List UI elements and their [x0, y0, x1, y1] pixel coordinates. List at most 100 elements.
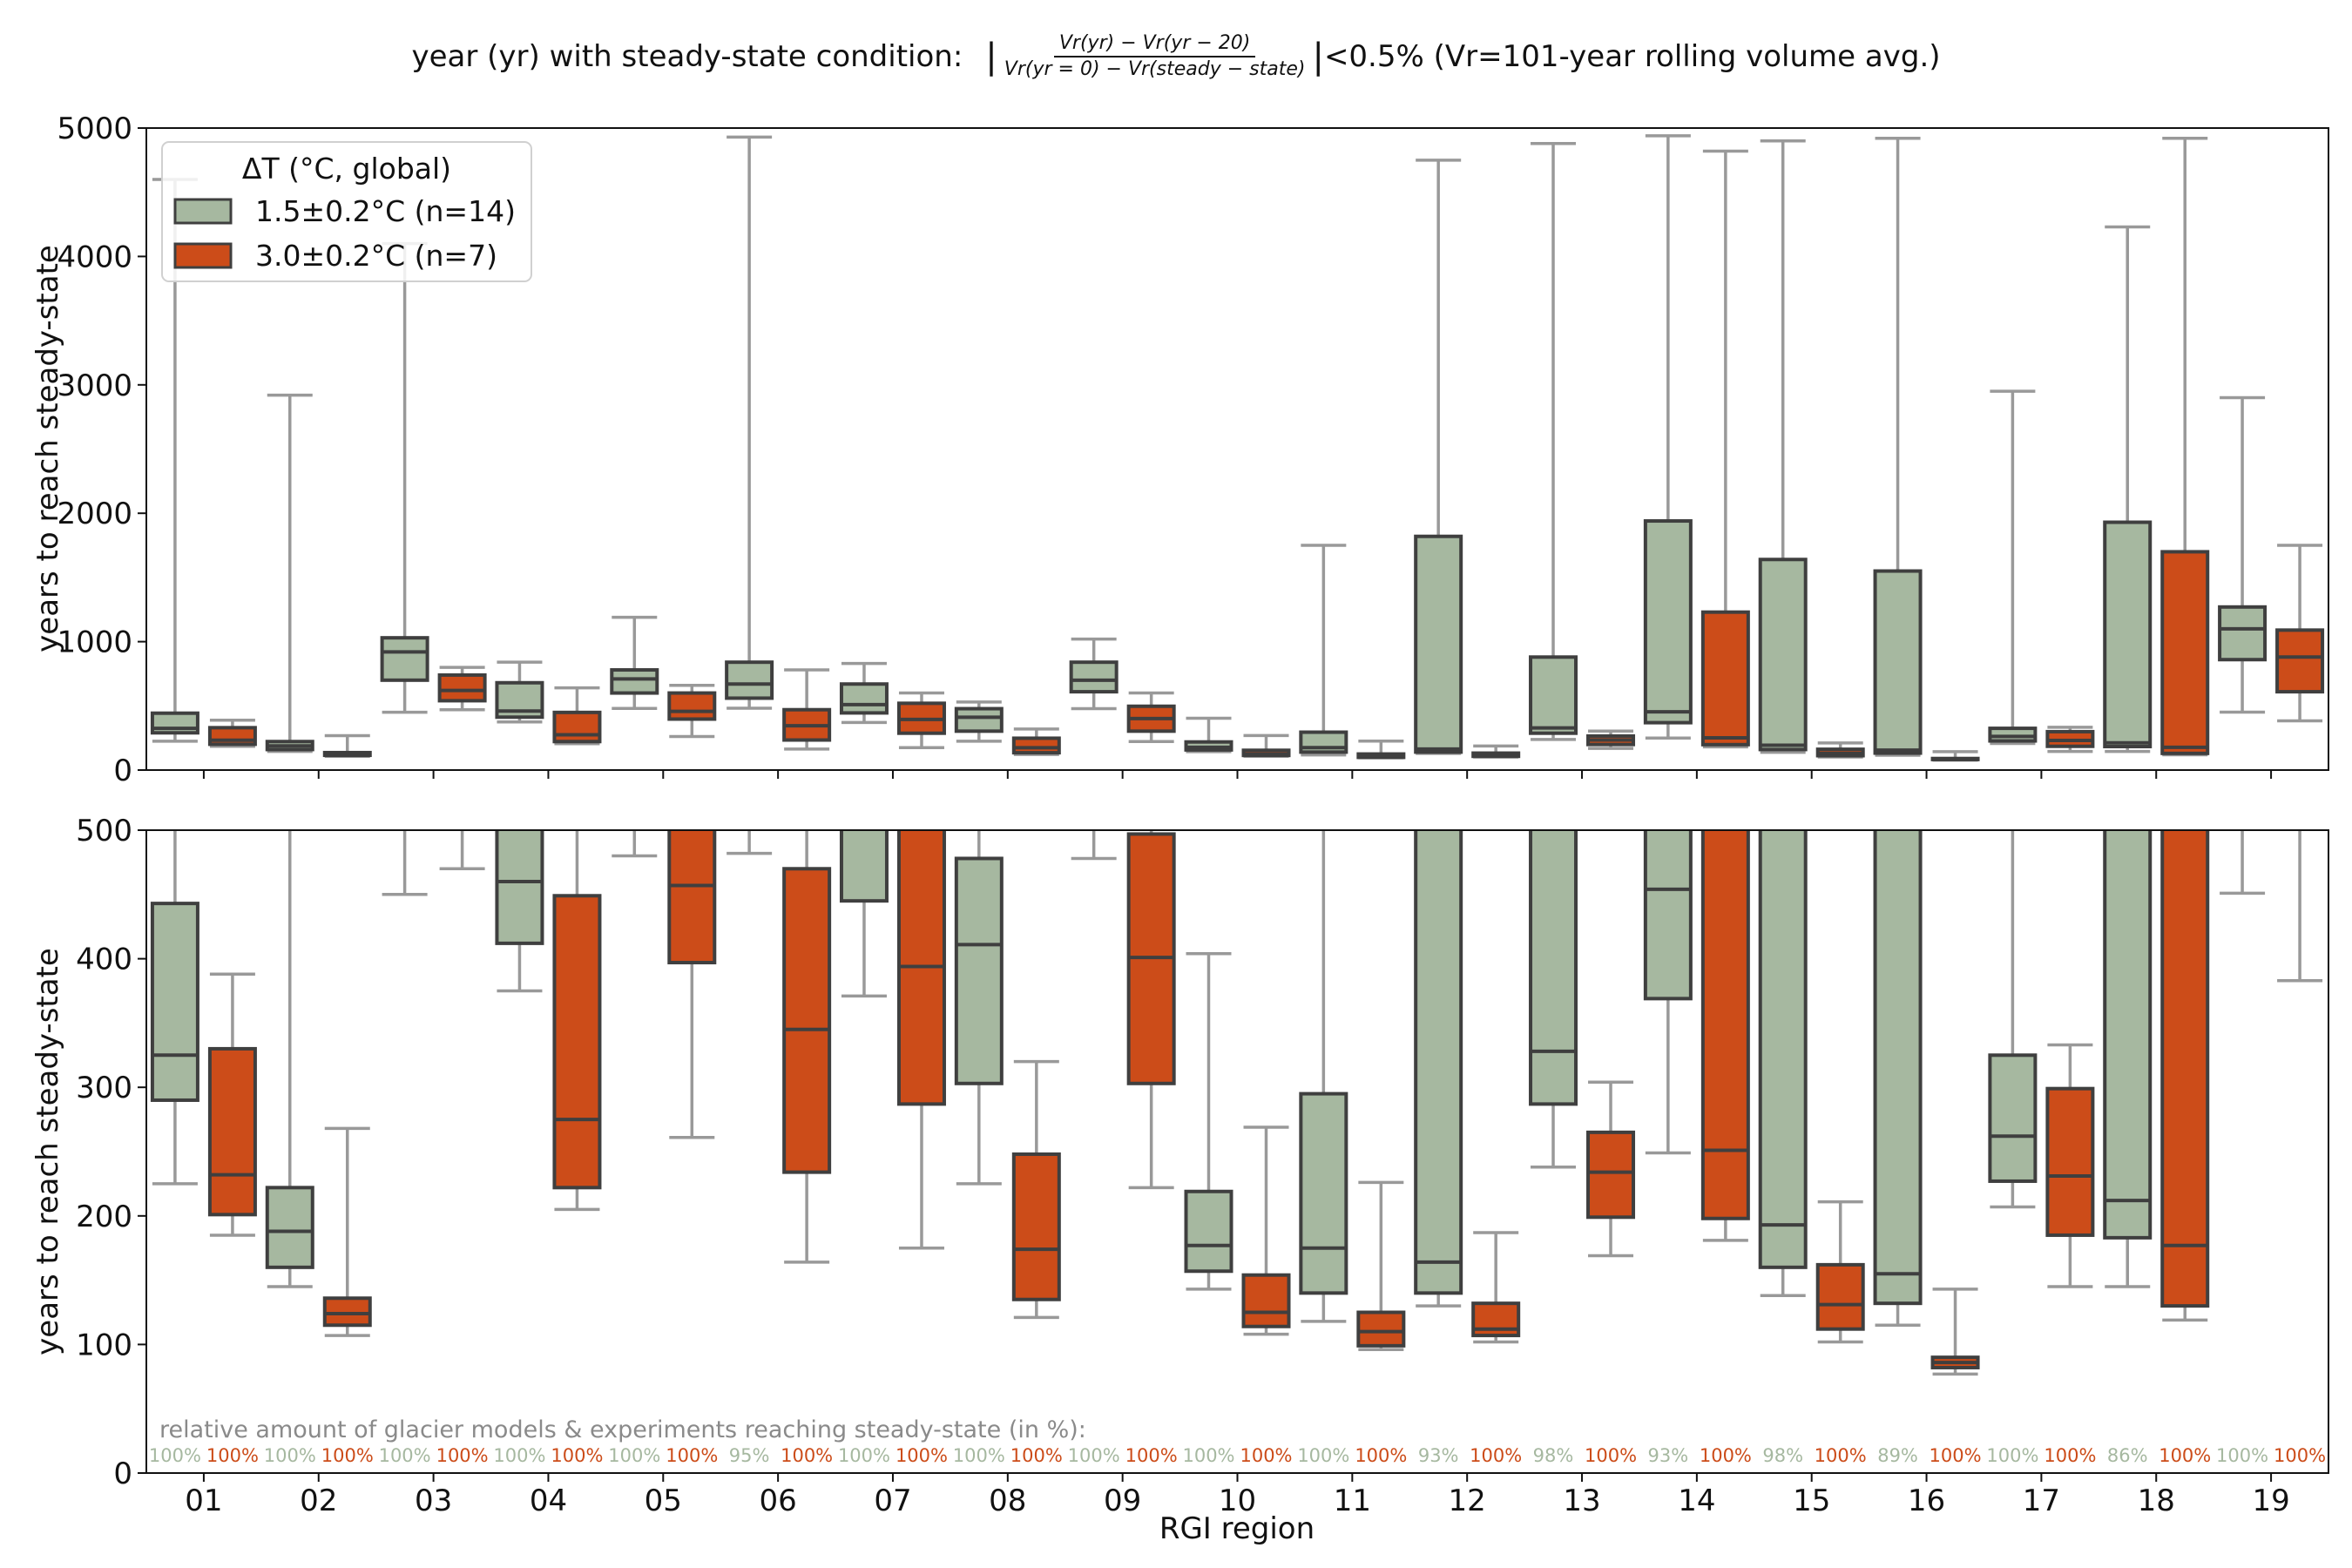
xtick-label-03: 03 [415, 1484, 452, 1518]
pct-label-warm15-19: 100% [2216, 1445, 2268, 1466]
pct-label-warm30-03: 100% [436, 1445, 489, 1466]
pct-label-warm15-16: 89% [1877, 1445, 1918, 1466]
xtick-label-09: 09 [1104, 1484, 1141, 1518]
pct-label-warm30-15: 100% [1815, 1445, 1867, 1466]
y-axis-label-top: years to reach steady-state [30, 245, 65, 652]
pct-label-warm15-01: 100% [149, 1445, 201, 1466]
pct-label-warm15-06: 95% [729, 1445, 770, 1466]
xtick-label-11: 11 [1334, 1484, 1371, 1518]
bottom-warm15-10-box [1184, 1189, 1233, 1274]
legend-title: ΔT (°C, global) [242, 152, 451, 186]
pct-label-warm30-08: 100% [1010, 1445, 1063, 1466]
pct-label-warm30-16: 100% [1930, 1445, 1982, 1466]
bottom-warm30-17-box [2045, 1086, 2095, 1237]
bottom-warm15-19-box [2220, 0, 2265, 368]
panel-bottom-ytick-label-200: 200 [76, 1200, 132, 1234]
xtick-label-16: 16 [1908, 1484, 1945, 1518]
y-axis-label-bottom: years to reach steady-state [30, 948, 65, 1355]
panel-top-ytick-label-1000: 1000 [57, 625, 132, 660]
bottom-warm30-14-box [1700, 830, 1750, 1220]
bottom-warm30-18-box [2160, 830, 2210, 1308]
bottom-warm30-10-box [1241, 1273, 1291, 1328]
top-warm30-04-box [552, 710, 602, 744]
bottom-warm30-02-box [322, 1296, 372, 1328]
bottom-warm15-15-box [1758, 830, 1808, 1269]
title-numerator: Vr(yr) − Vr(yr − 20) [1053, 31, 1256, 57]
bottom-warm30-13-box [1586, 1130, 1636, 1220]
top-warm15-09-box [1069, 660, 1119, 694]
pct-label-warm15-02: 100% [264, 1445, 316, 1466]
top-warm15-03-box [380, 636, 429, 682]
panel-top-ytick-label-2000: 2000 [57, 497, 132, 531]
panel-bottom-ytick-label-300: 300 [76, 1071, 132, 1105]
bottom-warm15-16-box [1873, 830, 1923, 1306]
top-warm30-19-box [2275, 628, 2325, 694]
top-warm15-15-box [1758, 558, 1808, 752]
panel-bottom-ytick-label-400: 400 [76, 943, 132, 977]
top-warm15-16-box [1873, 569, 1923, 755]
pct-label-warm30-14: 100% [1700, 1445, 1752, 1466]
bottom-warm30-11-box [1356, 1310, 1406, 1348]
pct-label-warm15-14: 93% [1648, 1445, 1689, 1466]
title-suffix: <0.5% (Vr=101-year rolling volume avg.) [1323, 39, 1941, 74]
title-prefix: year (yr) with steady-state condition: [411, 39, 963, 74]
legend-swatch-2 [173, 242, 233, 269]
pct-label-warm15-18: 86% [2107, 1445, 2148, 1466]
panel-top-ytick-label-3000: 3000 [57, 368, 132, 403]
pct-label-warm15-12: 93% [1418, 1445, 1459, 1466]
top-warm30-14-box [1700, 610, 1750, 747]
bottom-warm15-04-box [495, 830, 544, 945]
title-denominator: Vr(yr = 0) − Vr(steady − state) [1004, 58, 1306, 80]
pct-label-warm30-09: 100% [1125, 1445, 1178, 1466]
bottom-warm30-06-box [782, 867, 832, 1174]
bottom-warm30-04-box [552, 894, 602, 1190]
panel-top-ytick-label-0: 0 [113, 754, 132, 788]
pct-label-warm30-05: 100% [666, 1445, 718, 1466]
legend-label-1: 1.5±0.2°C (n=14) [255, 194, 516, 228]
bottom-warm15-12-box [1414, 830, 1463, 1295]
legend-swatch-1 [173, 198, 233, 225]
bottom-warm30-05-box [667, 830, 717, 965]
bottom-warm15-17-box [1988, 1053, 2038, 1183]
xtick-label-19: 19 [2252, 1484, 2289, 1518]
pct-label-warm30-07: 100% [896, 1445, 948, 1466]
pct-label-warm15-17: 100% [1986, 1445, 2038, 1466]
xtick-label-13: 13 [1563, 1484, 1600, 1518]
pct-label-warm15-13: 98% [1533, 1445, 1574, 1466]
pct-label-warm30-19: 100% [2274, 1445, 2326, 1466]
bottom-warm30-15-box [1815, 1262, 1865, 1331]
top-warm15-05-box [610, 668, 659, 695]
xtick-label-14: 14 [1678, 1484, 1715, 1518]
xtick-label-06: 06 [759, 1484, 796, 1518]
bottom-warm15-11-box [1299, 1092, 1348, 1295]
bottom-warm30-08-box [1011, 1152, 1061, 1301]
annotation-text: relative amount of glacier models & expe… [159, 1416, 1086, 1443]
bottom-warm30-07-box [896, 830, 946, 1106]
pct-label-warm15-03: 100% [379, 1445, 431, 1466]
top-warm15-18-box [2103, 520, 2153, 749]
top-warm30-03-box [437, 672, 487, 703]
legend-label-2: 3.0±0.2°C (n=7) [255, 239, 497, 273]
pct-label-warm15-11: 100% [1297, 1445, 1349, 1466]
x-axis-label: RGI region [1159, 1511, 1315, 1546]
top-warm30-08-box [1011, 736, 1061, 755]
pct-label-warm30-02: 100% [321, 1445, 374, 1466]
bottom-warm15-02-box [265, 1186, 314, 1269]
panel-top-ytick-label-4000: 4000 [57, 240, 132, 274]
pct-label-warm30-04: 100% [551, 1445, 603, 1466]
pct-label-warm15-04: 100% [493, 1445, 545, 1466]
xtick-label-08: 08 [989, 1484, 1026, 1518]
top-warm15-12-box [1414, 534, 1463, 754]
pct-label-warm30-06: 100% [781, 1445, 833, 1466]
pct-label-warm30-10: 100% [1240, 1445, 1292, 1466]
top-warm15-07-box [839, 682, 889, 715]
panel-bottom-ytick-label-0: 0 [113, 1456, 132, 1491]
pct-label-warm15-09: 100% [1068, 1445, 1120, 1466]
bottom-warm15-07-box [839, 830, 889, 903]
legend-frame [161, 141, 532, 282]
bottom-warm15-08-box [954, 856, 1004, 1085]
legend: ΔT (°C, global) 1.5±0.2°C (n=14) 3.0±0.2… [161, 141, 532, 282]
xtick-label-18: 18 [2138, 1484, 2175, 1518]
pct-label-warm15-08: 100% [953, 1445, 1005, 1466]
